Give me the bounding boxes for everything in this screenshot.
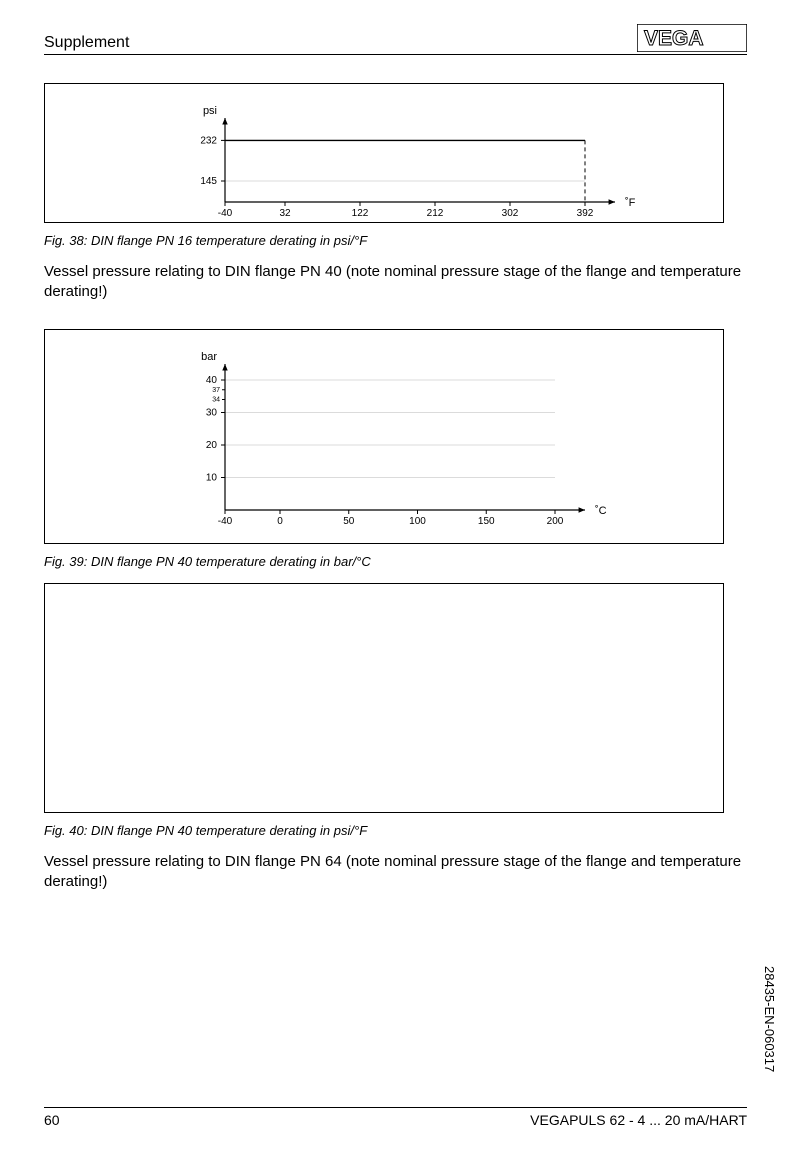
svg-text:-40: -40 [218, 208, 233, 219]
header-title: Supplement [44, 34, 129, 52]
fig39-frame: -40 0 50 100 150 200 10 20 30 40 34 37 bar ˚C [44, 329, 724, 544]
document-code: 28435-EN-060317 [762, 966, 777, 1072]
svg-text:122: 122 [352, 208, 369, 219]
svg-text:˚F: ˚F [625, 197, 636, 209]
page-header: Supplement VEGA [44, 24, 747, 55]
svg-text:40: 40 [206, 375, 218, 386]
svg-text:VEGA: VEGA [644, 27, 704, 50]
svg-text:150: 150 [478, 516, 495, 527]
fig38-chart: -40 32 122 212 302 392 145 232 psi ˚F [45, 84, 725, 224]
svg-text:-40: -40 [218, 516, 233, 527]
svg-text:30: 30 [206, 407, 218, 418]
vega-logo: VEGA [637, 24, 747, 52]
fig39-chart: -40 0 50 100 150 200 10 20 30 40 34 37 bar ˚C [45, 330, 725, 545]
text-after-fig38: Vessel pressure relating to DIN flange P… [44, 262, 747, 303]
svg-text:232: 232 [200, 135, 217, 146]
svg-text:302: 302 [502, 208, 519, 219]
fig40-frame [44, 583, 724, 813]
fig38-caption: Fig. 38: DIN flange PN 16 temperature de… [44, 233, 747, 248]
page-number: 60 [44, 1112, 60, 1128]
svg-text:bar: bar [201, 351, 217, 363]
svg-text:392: 392 [577, 208, 594, 219]
fig39-caption: Fig. 39: DIN flange PN 40 temperature de… [44, 554, 747, 569]
svg-text:200: 200 [547, 516, 564, 527]
svg-text:37: 37 [212, 386, 220, 393]
svg-text:34: 34 [212, 396, 220, 403]
svg-text:32: 32 [279, 208, 291, 219]
svg-text:0: 0 [277, 516, 283, 527]
text-after-fig40: Vessel pressure relating to DIN flange P… [44, 852, 747, 893]
svg-text:20: 20 [206, 440, 218, 451]
svg-text:10: 10 [206, 472, 218, 483]
fig40-chart [45, 584, 725, 814]
svg-text:psi: psi [203, 105, 217, 117]
page-footer: 60 VEGAPULS 62 - 4 ... 20 mA/HART [44, 1107, 747, 1128]
doc-title: VEGAPULS 62 - 4 ... 20 mA/HART [530, 1112, 747, 1128]
svg-text:100: 100 [409, 516, 426, 527]
fig38-frame: -40 32 122 212 302 392 145 232 psi ˚F [44, 83, 724, 223]
svg-text:212: 212 [427, 208, 444, 219]
svg-text:˚C: ˚C [595, 505, 607, 517]
fig40-caption: Fig. 40: DIN flange PN 40 temperature de… [44, 823, 747, 838]
svg-text:145: 145 [200, 176, 217, 187]
svg-text:50: 50 [343, 516, 355, 527]
